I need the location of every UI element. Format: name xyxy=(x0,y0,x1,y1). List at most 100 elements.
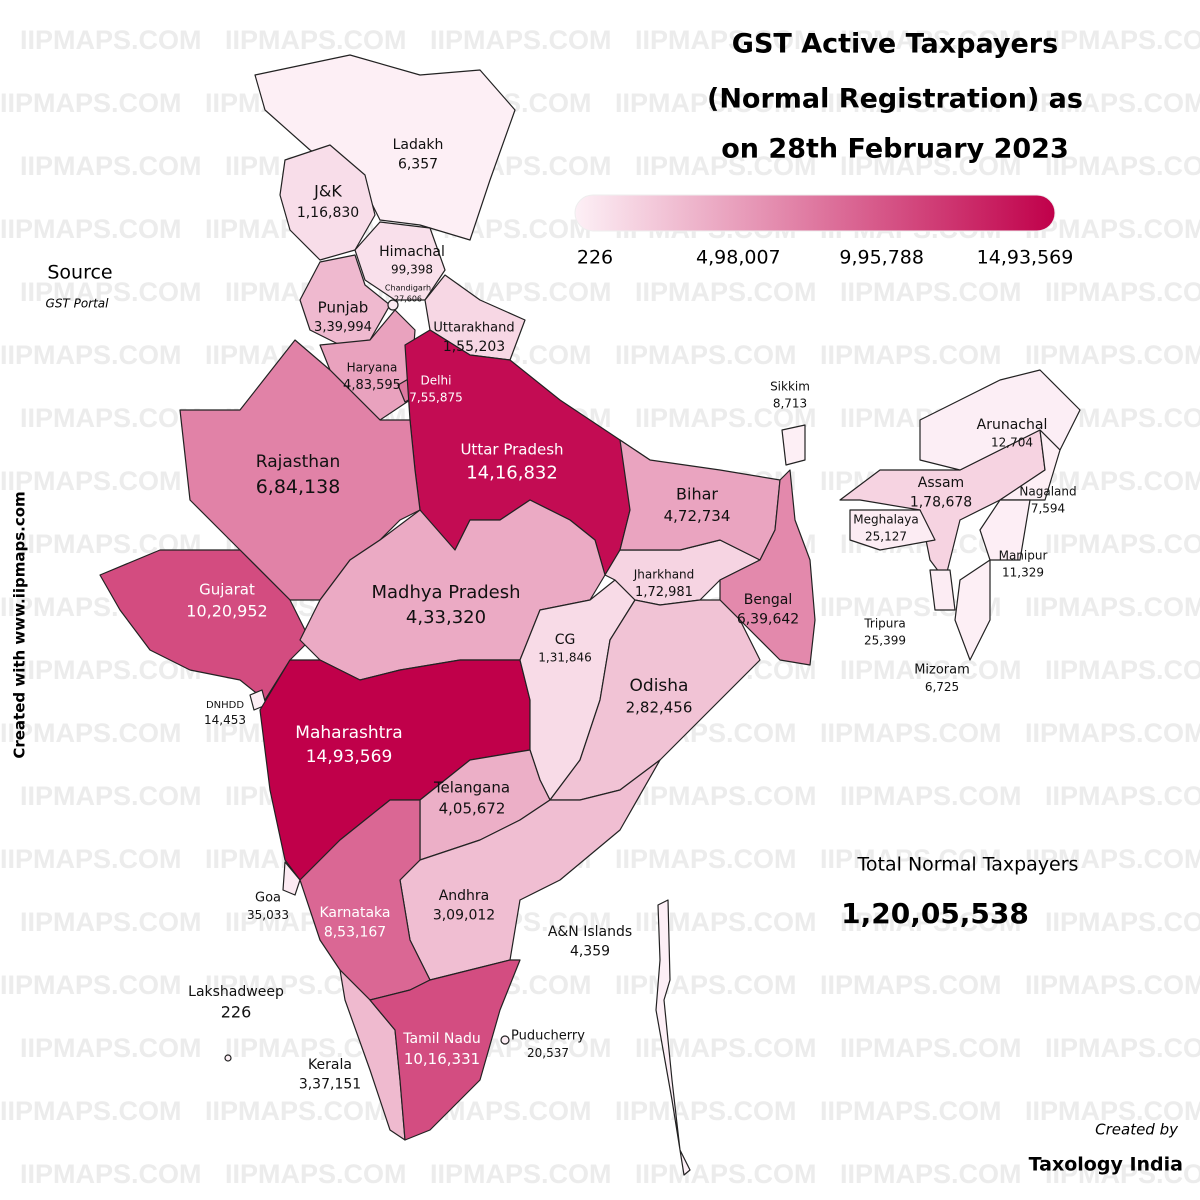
region-name: Punjab xyxy=(318,299,369,317)
region-value: 25,127 xyxy=(865,529,907,543)
watermark: IIPMAPS.COM xyxy=(1045,25,1200,55)
watermark: IIPMAPS.COM xyxy=(1045,907,1200,937)
region-name: A&N Islands xyxy=(548,924,632,940)
region-name: Rajasthan xyxy=(256,452,341,472)
watermark: IIPMAPS.COM xyxy=(0,718,182,748)
region-shape xyxy=(655,899,691,1176)
watermark: IIPMAPS.COM xyxy=(0,340,182,370)
region-value: 12,704 xyxy=(991,436,1033,450)
region-value: 7,55,875 xyxy=(409,390,462,404)
region-value: 25,399 xyxy=(864,633,906,647)
watermark: IIPMAPS.COM xyxy=(0,88,182,118)
watermark: IIPMAPS.COM xyxy=(0,214,182,244)
watermark: IIPMAPS.COM xyxy=(1045,1159,1200,1189)
title-line: GST Active Taxpayers xyxy=(732,29,1058,60)
title-line: on 28th February 2023 xyxy=(721,134,1068,165)
watermark: IIPMAPS.COM xyxy=(840,25,1022,55)
watermark: IIPMAPS.COM xyxy=(1025,592,1200,622)
watermark: IIPMAPS.COM xyxy=(820,718,1002,748)
region-value: 7,594 xyxy=(1031,501,1065,515)
watermark: IIPMAPS.COM xyxy=(840,781,1022,811)
map xyxy=(99,54,1081,1176)
watermark: IIPMAPS.COM xyxy=(1025,844,1200,874)
watermark: IIPMAPS.COM xyxy=(20,25,202,55)
created-by: Created by xyxy=(1095,1121,1179,1139)
region-value: 14,16,832 xyxy=(466,462,558,483)
region-name: Tripura xyxy=(863,617,905,631)
watermark: IIPMAPS.COM xyxy=(20,1159,202,1189)
legend-tick-label: 14,93,569 xyxy=(977,247,1074,269)
region-name: Delhi xyxy=(421,374,452,388)
region-value: 35,033 xyxy=(247,908,289,922)
region-value: 4,05,672 xyxy=(439,800,506,818)
watermark: IIPMAPS.COM xyxy=(840,1033,1022,1063)
region-value: 10,20,952 xyxy=(186,601,267,620)
region-shape xyxy=(369,959,521,1141)
region-name: Himachal xyxy=(379,244,445,260)
watermark: IIPMAPS.COM xyxy=(1025,88,1200,118)
region-name: Gujarat xyxy=(199,581,255,599)
region-name: Meghalaya xyxy=(853,513,918,527)
region-value: 2,82,456 xyxy=(626,699,693,717)
watermark: IIPMAPS.COM xyxy=(615,340,797,370)
watermark: IIPMAPS.COM xyxy=(820,844,1002,874)
watermark: IIPMAPS.COM xyxy=(1025,718,1200,748)
region-name: Lakshadweep xyxy=(188,984,284,1000)
watermark: IIPMAPS.COM xyxy=(20,403,202,433)
region-name: Madhya Pradesh xyxy=(371,582,520,603)
region-name: Odisha xyxy=(630,676,689,696)
total-heading: Total Normal Taxpayers xyxy=(857,854,1079,876)
region-name: Bengal xyxy=(744,592,792,608)
watermark: IIPMAPS.COM xyxy=(205,1096,387,1126)
region-shape xyxy=(849,509,936,551)
region-name: Puducherry xyxy=(511,1029,585,1044)
region-shape xyxy=(954,559,991,661)
watermark: IIPMAPS.COM xyxy=(635,277,817,307)
region-value: 4,72,734 xyxy=(664,507,731,525)
watermark: IIPMAPS.COM xyxy=(1045,655,1200,685)
watermark: IIPMAPS.COM xyxy=(615,88,797,118)
legend-tick-label: 9,95,788 xyxy=(839,247,924,269)
region-value: 1,31,846 xyxy=(538,651,591,665)
watermark: IIPMAPS.COM xyxy=(840,151,1022,181)
region-name: J&K xyxy=(313,182,342,201)
watermark: IIPMAPS.COM xyxy=(635,151,817,181)
region-value: 14,453 xyxy=(204,713,246,727)
watermark: IIPMAPS.COM xyxy=(820,88,1002,118)
watermark: IIPMAPS.COM xyxy=(1045,781,1200,811)
watermark: IIPMAPS.COM xyxy=(635,403,817,433)
watermark: IIPMAPS.COM xyxy=(20,277,202,307)
side-credit: Created with www.iipmaps.com xyxy=(11,491,29,758)
source-heading: Source xyxy=(47,262,112,284)
author: Taxology India xyxy=(1029,1154,1183,1176)
region-value: 3,09,012 xyxy=(433,908,495,924)
region-value: 1,16,830 xyxy=(297,205,359,221)
region-name: Telangana xyxy=(433,779,510,797)
region-shape xyxy=(254,54,516,241)
source-text: GST Portal xyxy=(46,297,110,311)
region-name: Goa xyxy=(255,891,281,906)
region-value: 27,606 xyxy=(394,295,422,304)
region-name: Mizoram xyxy=(914,663,970,678)
region-name: Uttar Pradesh xyxy=(460,441,563,459)
watermark: IIPMAPS.COM xyxy=(635,781,817,811)
watermark: IIPMAPS.COM xyxy=(0,1096,182,1126)
region-name: Assam xyxy=(918,475,964,491)
region-value: 1,55,203 xyxy=(443,339,505,355)
watermark: IIPMAPS.COM xyxy=(1025,340,1200,370)
total-value: 1,20,05,538 xyxy=(841,897,1029,930)
legend-tick-label: 4,98,007 xyxy=(696,247,781,269)
region-shape xyxy=(354,221,446,301)
watermark: IIPMAPS.COM xyxy=(1045,277,1200,307)
region-shape xyxy=(500,1035,510,1045)
watermark: IIPMAPS.COM xyxy=(1025,1096,1200,1126)
watermark: IIPMAPS.COM xyxy=(840,277,1022,307)
region-name: Nagaland xyxy=(1019,485,1076,499)
region-value: 1,72,981 xyxy=(635,585,693,600)
region-shape xyxy=(282,861,301,896)
region-name: Bihar xyxy=(676,485,718,504)
watermark: IIPMAPS.COM xyxy=(820,340,1002,370)
watermark: IIPMAPS.COM xyxy=(1045,1033,1200,1063)
region-value: 11,329 xyxy=(1002,565,1044,579)
